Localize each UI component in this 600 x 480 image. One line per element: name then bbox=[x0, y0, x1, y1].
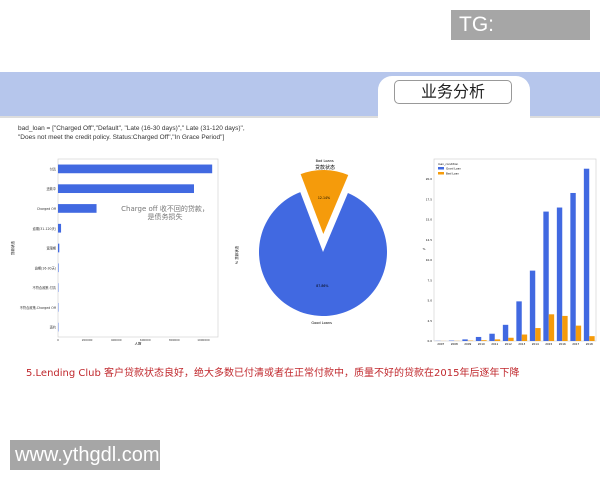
tick-label: 2013 bbox=[518, 342, 525, 345]
bar bbox=[529, 270, 536, 341]
legend-label: Good Loan bbox=[446, 167, 461, 171]
pie-slice bbox=[300, 170, 349, 235]
tick-label: 1000000 bbox=[197, 338, 210, 342]
tick-label: 17.5 bbox=[426, 197, 432, 201]
legend-title: loan_condition bbox=[438, 162, 459, 166]
bar bbox=[583, 168, 590, 341]
tick-label: 7.5 bbox=[428, 278, 433, 282]
bar bbox=[548, 314, 555, 341]
tick-label: 400000 bbox=[111, 338, 122, 342]
watermark-top: TG: MYYJJPP bbox=[451, 10, 590, 66]
bar bbox=[570, 192, 576, 341]
tick-label: 12.5 bbox=[426, 238, 432, 242]
x-axis-label: 人数 bbox=[135, 341, 142, 345]
tick-label: 800000 bbox=[169, 338, 180, 342]
tick-label: 2008 bbox=[451, 342, 458, 345]
annotation: 是债务损失 bbox=[148, 212, 183, 221]
slice-label: Bad Loans bbox=[316, 159, 334, 163]
legend-swatch bbox=[438, 172, 444, 175]
bar bbox=[489, 333, 495, 341]
tick-label: 200000 bbox=[82, 338, 93, 342]
tick-label: 2012 bbox=[505, 342, 512, 345]
bar bbox=[58, 164, 213, 174]
bar bbox=[58, 223, 62, 233]
bar bbox=[508, 337, 514, 341]
bar bbox=[58, 184, 194, 194]
code-line: "Does not meet the credit policy. Status… bbox=[18, 134, 225, 141]
bar bbox=[58, 263, 59, 273]
tick-label: 违约 bbox=[50, 325, 56, 330]
y-axis-label: 贷款状态 bbox=[10, 241, 15, 255]
tick-label: 2011 bbox=[491, 342, 498, 345]
bar bbox=[462, 339, 468, 341]
bar bbox=[575, 325, 582, 341]
tick-label: 宽限期 bbox=[46, 246, 56, 251]
tick-label: 2018 bbox=[586, 342, 593, 345]
pct-label: 12.14% bbox=[318, 196, 330, 200]
tick-label: 2007 bbox=[437, 342, 444, 345]
pct-label: 87.86% bbox=[316, 284, 328, 288]
bar bbox=[543, 211, 549, 341]
bar bbox=[475, 336, 482, 341]
slice-label: Good Loans bbox=[311, 321, 332, 325]
bar bbox=[516, 301, 522, 341]
bar bbox=[502, 324, 509, 341]
legend-label: Bad Loan bbox=[446, 172, 459, 176]
tick-label: 0 bbox=[57, 338, 59, 342]
tick-label: 2010 bbox=[478, 342, 485, 345]
code-line: bad_loan = ["Charged Off","Default", "La… bbox=[18, 125, 245, 132]
bar bbox=[556, 207, 563, 341]
tick-label: 逾期(31-120天) bbox=[33, 226, 56, 231]
loan-status-pie-chart: 贷款状态 % 贷款状态 87.86% Good Loans 12.14% Bad Loan… bbox=[234, 159, 387, 325]
bar bbox=[535, 328, 541, 341]
tick-label: 2014 bbox=[532, 342, 539, 345]
y-axis-label: % bbox=[423, 247, 426, 251]
tick-label: 2009 bbox=[464, 342, 471, 345]
tick-label: 2016 bbox=[559, 342, 566, 345]
bar bbox=[494, 339, 501, 341]
bar bbox=[58, 204, 97, 213]
loan-by-year-bar-chart: 0.0 2.5 5.0 7.5 10.0 12.5 15.0 17.5 20.0 2007 2008… bbox=[423, 158, 597, 345]
annotation: Charge off 收不回的贷款， bbox=[121, 204, 209, 213]
watermark-bottom: www.ythgdl.com bbox=[10, 440, 160, 470]
legend-swatch bbox=[438, 167, 444, 170]
bar bbox=[58, 243, 60, 253]
pie-slice bbox=[259, 192, 387, 316]
tick-label: 不符合政策-付清 bbox=[33, 285, 57, 290]
tick-label: Charged Off bbox=[37, 207, 57, 211]
tick-label: 2017 bbox=[572, 342, 579, 345]
tick-label: 2015 bbox=[545, 342, 552, 345]
tick-label: 10.0 bbox=[426, 258, 432, 262]
conclusion-text: 5.Lending Club 客户贷款状态良好，绝大多数已付清或者在正常付款中，… bbox=[26, 368, 520, 379]
tick-label: 0.0 bbox=[428, 339, 433, 343]
chart-title: 贷款状态 bbox=[315, 164, 335, 171]
tick-label: 2.5 bbox=[428, 319, 433, 323]
tick-label: 15.0 bbox=[426, 218, 432, 222]
section-title: 业务分析 bbox=[394, 80, 512, 104]
tick-label: 逾期(16-30天) bbox=[35, 265, 56, 270]
plot-area bbox=[433, 158, 597, 342]
bar bbox=[481, 340, 487, 341]
code-snippet: bad_loan = ["Charged Off","Default", "La… bbox=[18, 124, 245, 142]
tick-label: 600000 bbox=[140, 338, 151, 342]
tick-label: 不符合政策-Charged Off bbox=[20, 305, 57, 310]
tick-label: 付清 bbox=[50, 166, 57, 171]
tick-label: 20.0 bbox=[426, 177, 432, 181]
tick-label: 还款中 bbox=[46, 186, 56, 191]
bar bbox=[589, 336, 595, 341]
bar bbox=[562, 315, 568, 341]
bar bbox=[521, 334, 528, 341]
y-axis-label: % 贷款状态 bbox=[234, 245, 239, 264]
tick-label: 5.0 bbox=[428, 299, 433, 303]
